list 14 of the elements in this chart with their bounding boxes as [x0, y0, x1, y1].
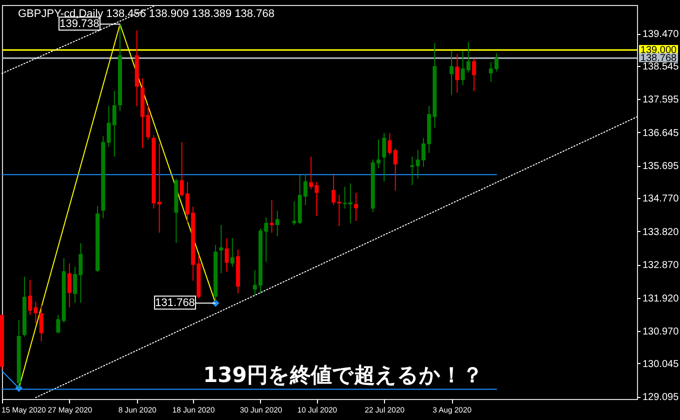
y-tick-label: 130.970 [642, 326, 680, 338]
y-tick-label: 133.820 [642, 226, 680, 238]
annotation: 131.768 [155, 297, 195, 310]
y-tick-label: 139.470 [642, 29, 680, 40]
y-tick-label: 132.870 [642, 260, 680, 272]
y-tick-label: 137.595 [642, 94, 680, 106]
annotation: 139円を終値で超えるか！？ [203, 363, 483, 387]
y-tick-label: 130.045 [642, 358, 680, 370]
y-tick-label: 135.695 [642, 161, 680, 172]
y-tick-label: 136.645 [642, 128, 680, 139]
y-tick-label: 131.920 [642, 293, 680, 304]
y-tick-label: 129.095 [642, 392, 680, 404]
y-tick-label: 134.770 [642, 194, 680, 205]
annotation: 139.738 [60, 18, 100, 30]
